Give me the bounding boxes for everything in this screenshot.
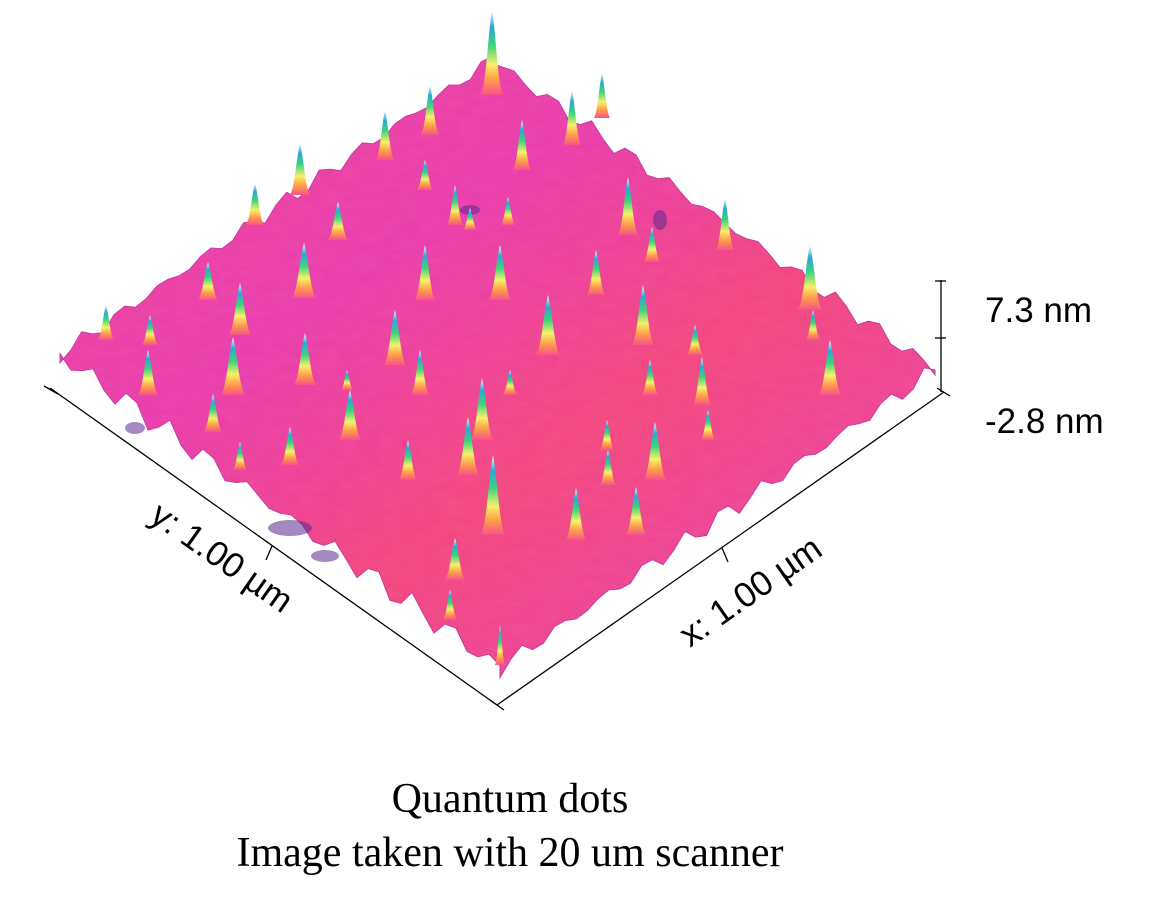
quantum-dot-peak xyxy=(489,245,511,300)
quantum-dot-peak xyxy=(513,120,531,170)
quantum-dot-peak xyxy=(471,378,493,440)
quantum-dot-peak xyxy=(417,160,433,190)
quantum-dot-peak xyxy=(481,455,505,535)
z-min-label: -2.8 nm xyxy=(985,402,1104,441)
quantum-dot-peak xyxy=(328,202,348,240)
quantum-dot-peak xyxy=(445,538,465,580)
quantum-dot-peak xyxy=(495,625,505,665)
quantum-dot-peak xyxy=(142,315,158,345)
quantum-dot-peak xyxy=(415,245,435,300)
quantum-dot-peak xyxy=(536,295,560,355)
quantum-dot-peak xyxy=(716,198,734,250)
quantum-dot-peak xyxy=(644,422,666,480)
quantum-dot-peak xyxy=(481,10,503,95)
quantum-dot-peak xyxy=(687,325,703,355)
quantum-dot-peak xyxy=(798,245,822,310)
quantum-dot-peak xyxy=(626,487,646,535)
quantum-dot-peak xyxy=(138,350,158,395)
corner-tick-bottom xyxy=(489,699,505,711)
x-axis-line xyxy=(496,391,945,706)
quantum-dot-peak xyxy=(600,450,616,485)
quantum-dot-peak xyxy=(98,305,114,340)
y-axis-label: y: 1.00 µm xyxy=(143,495,300,621)
quantum-dot-peak xyxy=(221,337,245,395)
dark-spot xyxy=(311,550,339,562)
quantum-dot-peak xyxy=(806,310,820,340)
quantum-dot-peak xyxy=(341,370,353,390)
quantum-dot-peak xyxy=(600,420,614,450)
quantum-dot-peak xyxy=(246,183,264,225)
quantum-dot-peak xyxy=(457,417,479,475)
quantum-dot-peak xyxy=(421,85,439,135)
quantum-dot-peak xyxy=(294,333,316,385)
quantum-dot-peak xyxy=(819,340,841,395)
quantum-dot-peak xyxy=(443,590,457,620)
quantum-dot-peak xyxy=(233,442,247,470)
quantum-dot-peak xyxy=(632,285,654,345)
caption-subtitle: Image taken with 20 um scanner xyxy=(236,830,784,876)
quantum-dot-peak xyxy=(384,310,406,365)
caption-title: Quantum dots xyxy=(391,776,629,822)
quantum-dot-peak xyxy=(642,360,658,395)
surface-dark-spots xyxy=(125,205,667,562)
corner-tick-left xyxy=(43,385,59,395)
y-axis-line xyxy=(49,387,498,706)
x-axis-label: x: 1.00 µm xyxy=(672,528,829,654)
x-axis-tick xyxy=(721,547,729,563)
z-max-label: 7.3 nm xyxy=(985,291,1092,330)
quantum-dot-peak xyxy=(618,177,638,235)
quantum-dot-peak xyxy=(198,262,218,300)
quantum-dot-peak xyxy=(587,250,605,295)
quantum-dot-peak xyxy=(290,143,310,195)
quantum-dot-peak xyxy=(411,350,429,395)
quantum-dot-peak xyxy=(563,90,581,145)
quantum-dot-peak xyxy=(292,243,316,298)
quantum-dot-peak xyxy=(463,208,477,230)
quantum-dot-peak xyxy=(447,185,463,225)
quantum-dot-peak xyxy=(503,370,517,395)
quantum-dot-peak xyxy=(501,197,515,225)
quantum-dot-peak xyxy=(339,390,361,440)
quantum-dot-peak xyxy=(566,488,586,540)
y-axis-tick xyxy=(265,545,273,561)
quantum-dot-peak xyxy=(644,227,660,262)
dark-spot xyxy=(268,520,312,536)
quantum-dot-peak xyxy=(229,283,251,335)
base-axes xyxy=(43,280,951,711)
corner-tick-right xyxy=(936,387,951,397)
quantum-dot-peak xyxy=(594,73,610,118)
quantum-dot-peak xyxy=(701,410,715,440)
quantum-dot-peak xyxy=(281,427,299,465)
surface xyxy=(59,10,936,680)
quantum-dot-peaks xyxy=(98,10,841,665)
quantum-dot-peak xyxy=(376,110,394,160)
quantum-dot-peak xyxy=(693,357,711,405)
dark-spot xyxy=(125,422,145,434)
dark-spot xyxy=(653,210,667,230)
quantum-dot-peak xyxy=(204,394,222,432)
quantum-dot-peak xyxy=(399,440,417,480)
